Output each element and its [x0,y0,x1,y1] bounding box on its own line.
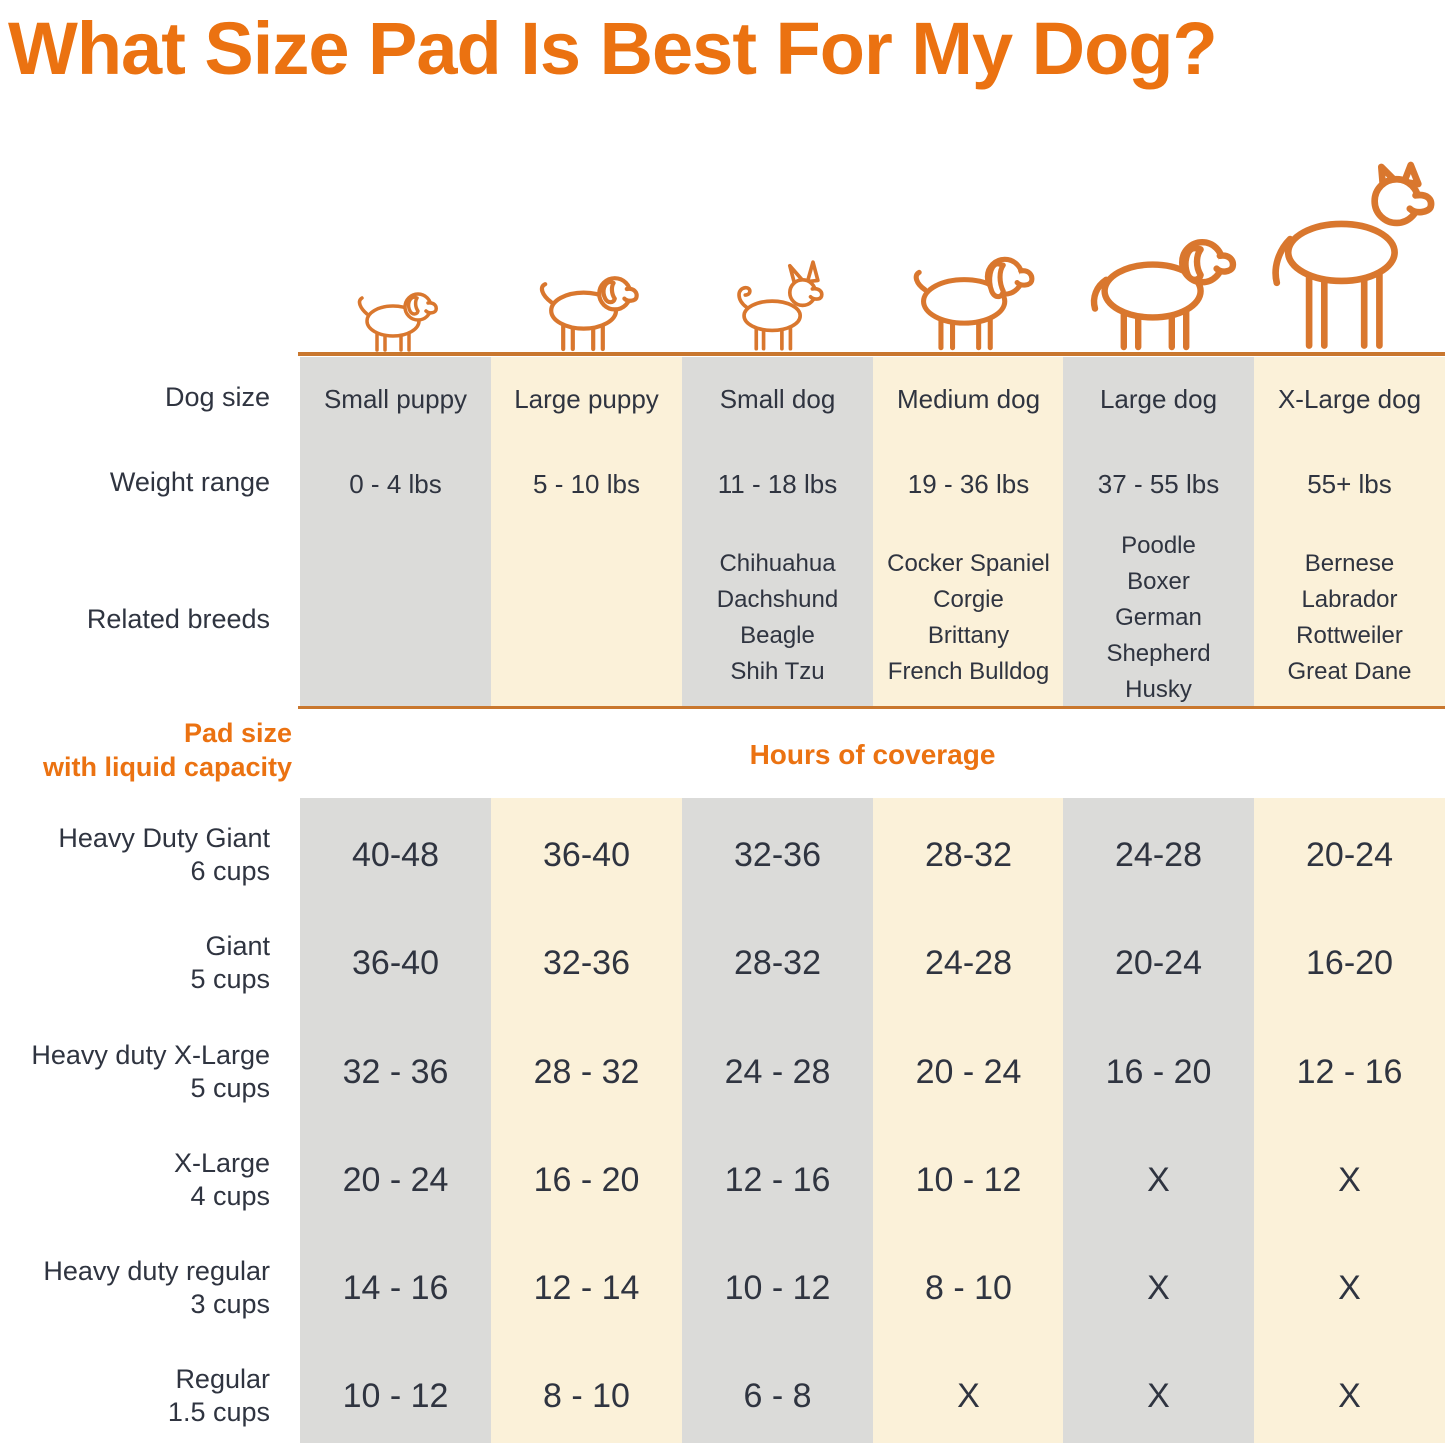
pad-name: X-Large [173,1148,270,1178]
row-label-dog-size: Dog size [164,382,270,412]
pad-capacity: 4 cups [190,1181,270,1211]
hours-cell: 24 - 28 [724,1052,831,1091]
hours-cell: 20-24 [1115,943,1202,982]
column-bg [1254,357,1445,706]
column-bg [300,357,491,706]
pad-name: Regular [175,1364,270,1394]
page-title: What Size Pad Is Best For My Dog? [8,7,1218,90]
breeds-cell: Bernese Labrador Rottweiler Great Dane [1287,550,1412,685]
pad-capacity: 1.5 cups [167,1397,270,1427]
row-label-weight-range: Weight range [109,467,270,497]
column-bg [491,357,682,706]
hours-of-coverage-header: Hours of coverage [749,739,996,770]
weight-cell: 5 - 10 lbs [533,468,640,499]
hours-cell: 28-32 [925,835,1012,874]
weight-cell: 19 - 36 lbs [907,468,1030,499]
breeds-cell: Chihuahua Dachshund Beagle Shih Tzu [716,550,839,685]
medium-dog-icon [913,256,1035,351]
hours-cell: 12 - 16 [1296,1052,1403,1091]
small-dog-icon [737,260,824,351]
hours-cell: 32 - 36 [342,1052,449,1091]
hours-cell: X [1147,1268,1170,1307]
pad-capacity: 5 cups [190,1073,270,1103]
pad-name: Heavy duty X-Large [31,1040,270,1070]
hours-cell: X [1338,1160,1361,1199]
large-puppy-dog-icon [539,276,639,352]
hours-cell: 20 - 24 [915,1052,1022,1091]
hours-cell: 16-20 [1306,943,1393,982]
dog-size-cell: Small puppy [323,383,468,414]
breeds-cell: Cocker Spaniel Corgie Brittany French Bu… [887,550,1050,685]
hours-cell: 12 - 14 [533,1268,640,1307]
dog-size-cell: Medium dog [896,383,1041,414]
pad-size-label-line1: Pad size [183,718,292,748]
small-puppy-dog-icon [357,292,438,352]
hours-cell: 10 - 12 [724,1268,831,1307]
column-bg [1063,357,1254,706]
pad-name: Heavy duty regular [43,1256,270,1286]
column-bg [682,357,873,706]
pad-row-label: X-Large 4 cups [0,1147,270,1213]
x-large-dog-icon [1272,161,1435,349]
hours-cell: X [1338,1376,1361,1415]
hours-cell: 36-40 [543,835,630,874]
ground-line [298,352,1445,356]
pad-name: Giant [205,931,270,961]
column-bg [873,357,1064,706]
hours-cell: 24-28 [925,943,1012,982]
hours-cell: X [957,1376,980,1415]
column-bg [873,798,1064,1443]
column-bg [682,798,873,1443]
large-dog-icon [1090,239,1237,351]
hours-cell: 36-40 [352,943,439,982]
pad-row-label: Regular 1.5 cups [0,1363,270,1429]
dog-size-cell: X-Large dog [1277,383,1422,414]
hours-cell: 6 - 8 [743,1376,812,1415]
hours-cell: X [1147,1160,1170,1199]
hours-cell: 20 - 24 [342,1160,449,1199]
hours-cell: X [1147,1376,1170,1415]
pad-row-label: Heavy duty X-Large 5 cups [0,1039,270,1105]
column-bg [300,798,491,1443]
hours-cell: 16 - 20 [533,1160,640,1199]
pad-capacity: 3 cups [190,1289,270,1319]
weight-cell: 11 - 18 lbs [717,468,838,499]
pad-size-label-line2: with liquid capacity [42,752,292,782]
column-bg [491,798,682,1443]
column-bg [1063,798,1254,1443]
hours-cell: 8 - 10 [543,1376,630,1415]
hours-cell: 12 - 16 [724,1160,831,1199]
pad-name: Heavy Duty Giant [58,823,270,853]
dog-size-cell: Small dog [719,383,836,414]
pad-row-label: Heavy Duty Giant 6 cups [0,822,270,888]
hours-cell: 8 - 10 [925,1268,1012,1307]
pad-capacity: 6 cups [190,856,270,886]
pad-row-label: Giant 5 cups [0,930,270,996]
row-label-related-breeds: Related breeds [86,604,270,634]
hours-cell: 16 - 20 [1105,1052,1212,1091]
hours-cell: 40-48 [352,835,439,874]
hours-cell: 10 - 12 [342,1376,449,1415]
hours-cell: 24-28 [1115,835,1202,874]
hours-cell: X [1338,1268,1361,1307]
hours-cell: 14 - 16 [342,1268,449,1307]
hours-cell: 32-36 [543,943,630,982]
weight-cell: 37 - 55 lbs [1097,468,1220,499]
weight-cell: 0 - 4 lbs [349,468,442,499]
pad-size-section-label: Pad size with liquid capacity [0,716,292,784]
dog-size-cell: Large puppy [514,383,659,414]
hours-cell: 28 - 32 [533,1052,640,1091]
pad-row-label: Heavy duty regular 3 cups [0,1255,270,1321]
dog-size-cell: Large dog [1099,383,1218,414]
hours-cell: 20-24 [1306,835,1393,874]
breeds-cell: Poodle Boxer German Shepherd Husky [1106,532,1211,703]
hours-cell: 10 - 12 [915,1160,1022,1199]
column-bg [1254,798,1445,1443]
hours-cell: 28-32 [734,943,821,982]
section-divider [298,706,1445,709]
pad-capacity: 5 cups [190,964,270,994]
weight-cell: 55+ lbs [1307,468,1392,499]
hours-cell: 32-36 [734,835,821,874]
